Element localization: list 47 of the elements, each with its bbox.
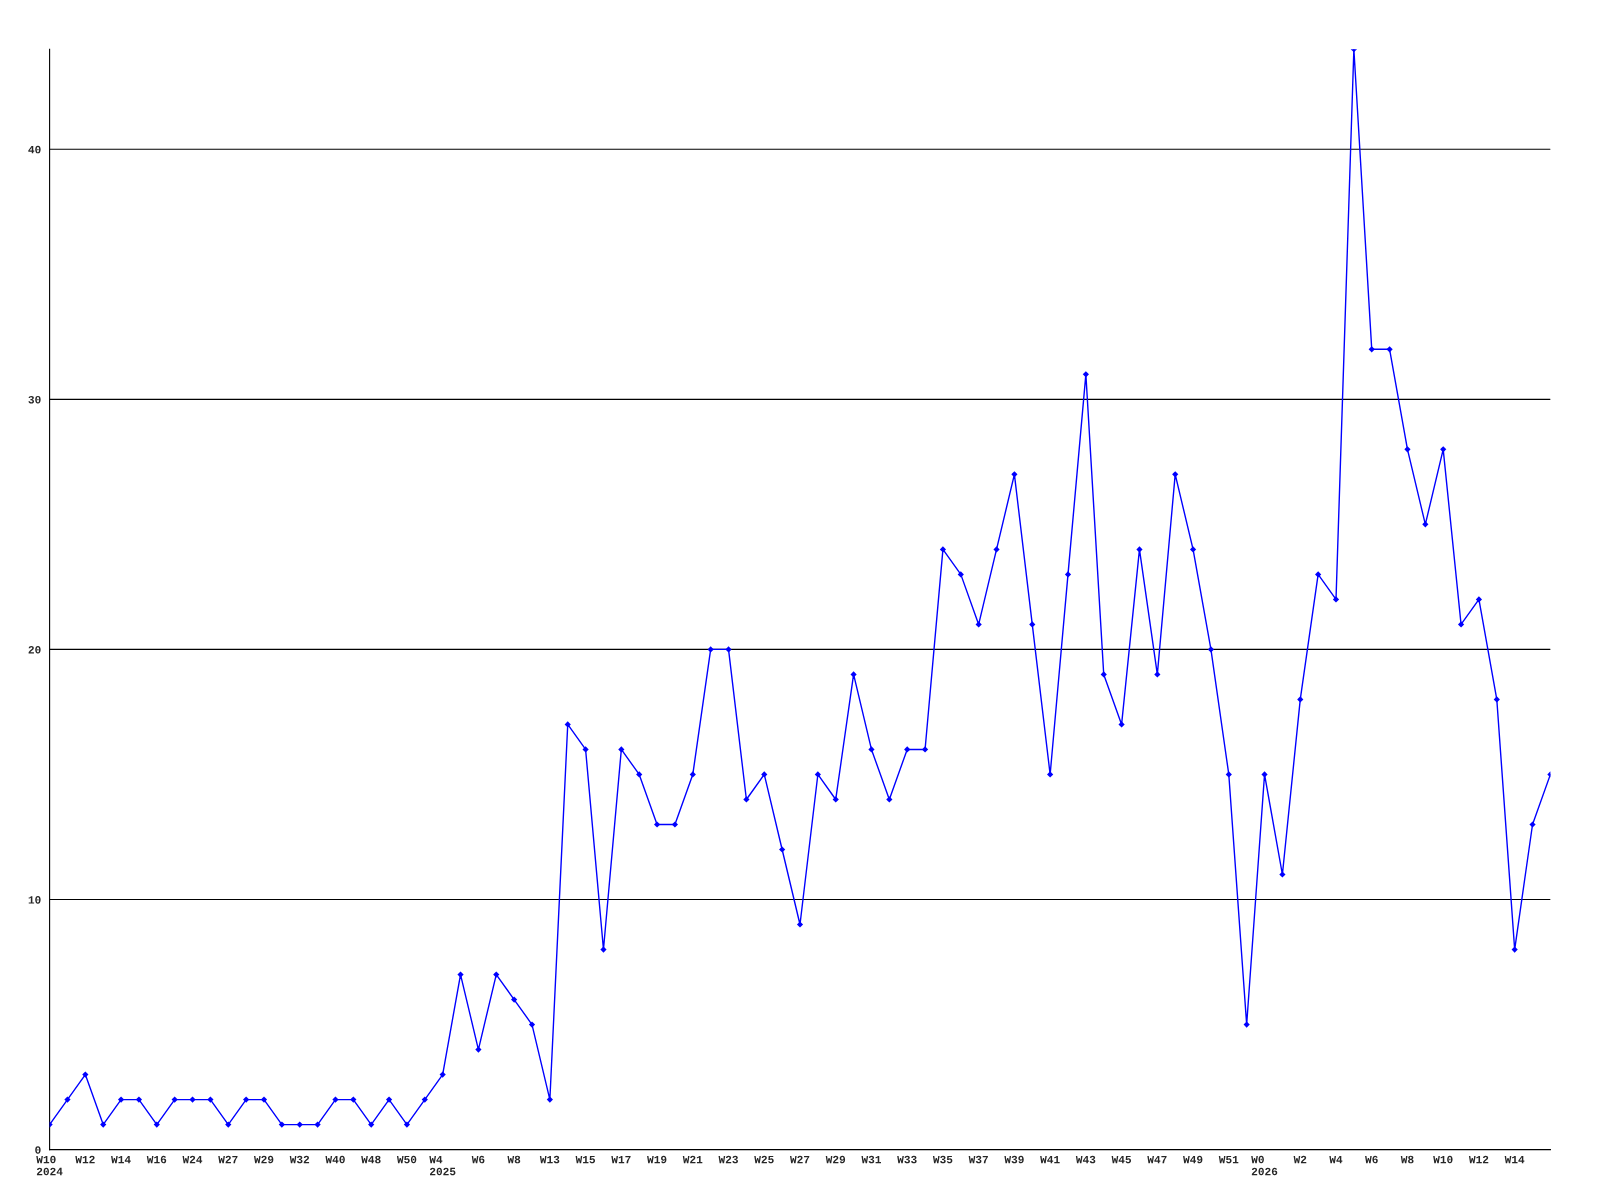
x-tick-label: W31	[861, 1155, 881, 1164]
x-tick-label: W23	[718, 1155, 738, 1164]
y-tick-label: 20	[28, 646, 41, 654]
x-tick-label: W15	[575, 1155, 596, 1164]
x-tick-label: W43	[1075, 1155, 1096, 1164]
x-tick-label: W39	[1004, 1155, 1024, 1164]
x-tick-label: W47	[1147, 1155, 1167, 1164]
x-tick-label: W4	[1329, 1155, 1343, 1164]
x-tick-label: W12	[1468, 1155, 1489, 1164]
x-tick-label: W45	[1111, 1155, 1132, 1164]
x-tick-label: W37	[968, 1155, 988, 1164]
x-tick-label: W27	[218, 1155, 238, 1164]
x-tick-label: W24	[182, 1155, 203, 1164]
x-tick-label: W17	[611, 1155, 631, 1164]
x-tick-label: W35	[932, 1155, 953, 1164]
x-tick-label: W12	[75, 1155, 95, 1164]
y-tick-label: 40	[28, 145, 41, 154]
x-tick-label: W14	[1504, 1155, 1525, 1164]
x-tick-label: W19	[647, 1155, 667, 1164]
x-tick-label: W40	[325, 1155, 345, 1164]
x-tick-label: W6	[1365, 1155, 1378, 1164]
x-tick-label: W29	[254, 1155, 274, 1164]
x-tick-label: W13	[539, 1155, 560, 1164]
x-tick-label: W6	[471, 1155, 485, 1164]
x-tick-label: W8	[507, 1155, 521, 1164]
y-tick-label: 10	[28, 896, 41, 904]
x-tick-label: W48	[361, 1155, 381, 1164]
x-tick-label: W41	[1040, 1155, 1060, 1164]
x-tick-label: W14	[111, 1155, 131, 1164]
x-tick-label: W27	[790, 1155, 810, 1164]
x-tick-label: W32	[289, 1155, 310, 1164]
x-tick-label: W21	[682, 1155, 703, 1164]
x-tick-label: W0 2026	[1251, 1155, 1278, 1176]
x-tick-label: W50	[396, 1155, 417, 1164]
x-tick-label: W29	[825, 1155, 846, 1164]
x-tick-label: W4 2025	[429, 1155, 456, 1176]
x-tick-label: W8	[1400, 1155, 1414, 1164]
x-tick-label: W2	[1293, 1155, 1307, 1164]
y-tick-label: 30	[28, 395, 41, 404]
y-tick-label: 0	[35, 1146, 41, 1154]
x-tick-label: W51	[1218, 1155, 1239, 1164]
x-tick-label: W25	[754, 1155, 774, 1164]
x-tick-label: W16	[146, 1155, 167, 1164]
x-tick-label: W10	[1433, 1155, 1453, 1164]
x-tick-label: W33	[897, 1155, 917, 1164]
x-tick-label: W49	[1183, 1155, 1203, 1164]
x-tick-label: W10 2024	[36, 1155, 63, 1176]
